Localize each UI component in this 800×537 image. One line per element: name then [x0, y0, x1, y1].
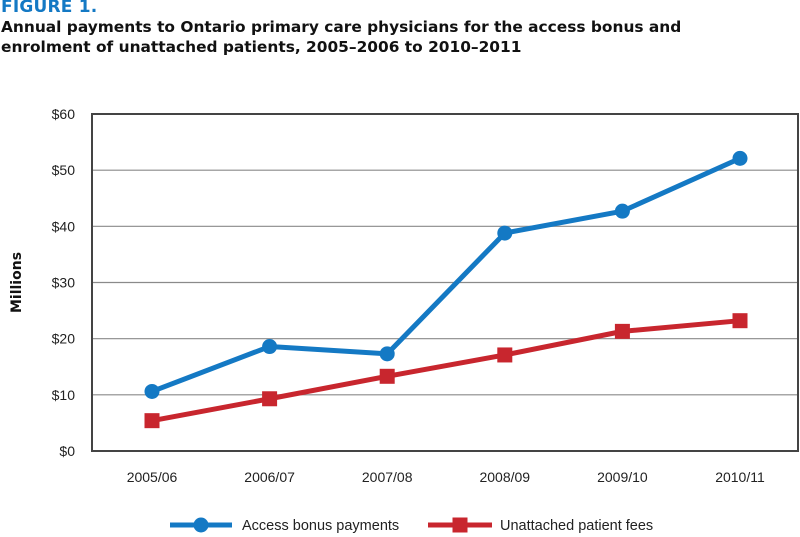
- figure-title-line-2: enrolment of unattached patients, 2005–2…: [1, 38, 522, 56]
- series-group: [144, 150, 748, 429]
- y-axis-label: Millions: [9, 252, 25, 313]
- x-tick-label: 2009/10: [597, 469, 648, 485]
- y-tick-label: $30: [52, 275, 76, 291]
- figure-title-line-1: Annual payments to Ontario primary care …: [1, 18, 682, 36]
- legend-marker-square: [452, 517, 468, 533]
- series-unattached-patient-fees: [144, 313, 748, 429]
- data-point: [614, 203, 630, 219]
- legend-marker-circle: [193, 517, 209, 533]
- data-point: [614, 323, 630, 339]
- gridlines: [92, 169, 798, 396]
- y-tick-label: $0: [59, 443, 75, 459]
- legend-label: Unattached patient fees: [500, 518, 653, 534]
- y-axis-ticks: $0 $10 $20 $30 $40 $50 $60: [52, 106, 76, 459]
- y-tick-label: $50: [52, 162, 76, 178]
- x-tick-label: 2005/06: [127, 469, 178, 485]
- y-tick-label: $60: [52, 106, 76, 122]
- data-point: [497, 225, 513, 241]
- data-point: [732, 150, 748, 166]
- legend-label: Access bonus payments: [242, 518, 399, 534]
- series-access-bonus-payments: [144, 150, 748, 399]
- figure-label: FIGURE 1.: [1, 0, 98, 17]
- legend: Access bonus payments Unattached patient …: [170, 517, 653, 534]
- x-tick-label: 2008/09: [479, 469, 530, 485]
- data-point: [497, 347, 513, 363]
- data-point: [144, 383, 160, 399]
- figure-title: Annual payments to Ontario primary care …: [1, 17, 800, 57]
- data-point: [379, 346, 395, 362]
- y-tick-label: $20: [52, 331, 76, 347]
- plot-frame: [91, 113, 799, 452]
- legend-item: Access bonus payments: [170, 517, 399, 534]
- data-point: [262, 339, 278, 355]
- series-line: [151, 318, 741, 424]
- y-tick-label: $10: [52, 387, 76, 403]
- data-point: [732, 313, 748, 329]
- y-tick-label: $40: [52, 218, 76, 234]
- data-point: [379, 368, 395, 384]
- x-tick-label: 2006/07: [244, 469, 295, 485]
- x-axis-ticks: 2005/06 2006/07 2007/08 2008/09 2009/10 2010/…: [127, 469, 765, 485]
- data-point: [262, 391, 278, 407]
- x-tick-label: 2007/08: [362, 469, 413, 485]
- series-line: [151, 156, 742, 394]
- data-point: [144, 413, 160, 429]
- legend-item: Unattached patient fees: [428, 517, 653, 534]
- x-tick-label: 2010/11: [715, 469, 765, 485]
